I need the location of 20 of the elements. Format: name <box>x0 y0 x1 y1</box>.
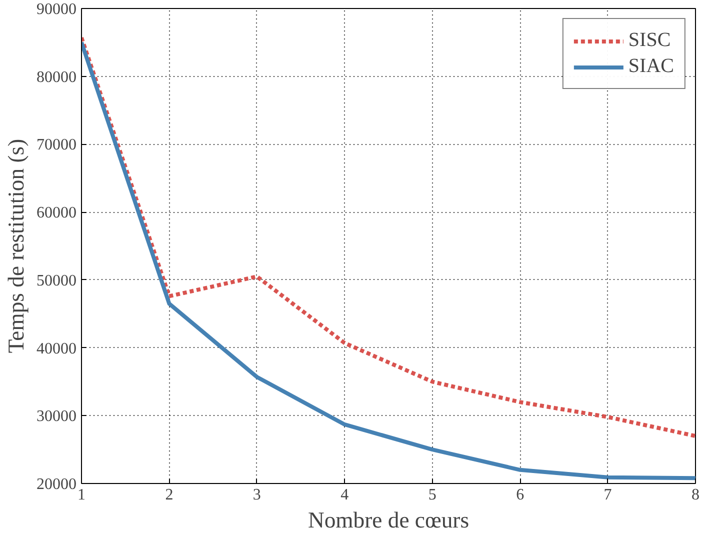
legend-label: SISC <box>628 29 671 52</box>
x-tick-label: 3 <box>252 486 261 504</box>
x-tick-label: 5 <box>428 486 436 504</box>
x-tick-label: 6 <box>516 486 524 504</box>
legend-label: SIAC <box>628 55 674 78</box>
y-tick-label: 90000 <box>36 1 76 18</box>
y-tick-label: 40000 <box>36 340 76 358</box>
x-tick-label: 4 <box>340 486 349 504</box>
x-axis-title: Nombre de cœurs <box>308 508 470 532</box>
x-tick-label: 2 <box>165 486 174 504</box>
y-tick-label: 60000 <box>36 204 76 222</box>
y-tick-label: 80000 <box>36 68 76 86</box>
x-tick-label: 7 <box>604 486 612 504</box>
y-tick-label: 20000 <box>36 476 76 493</box>
y-axis-title: Temps de restitution (s) <box>4 138 28 354</box>
x-tick-label: 8 <box>692 486 700 504</box>
y-tick-label: 30000 <box>36 408 76 426</box>
y-tick-label: 50000 <box>36 272 76 290</box>
y-tick-label: 70000 <box>36 136 76 154</box>
x-tick-label: 1 <box>78 486 86 504</box>
